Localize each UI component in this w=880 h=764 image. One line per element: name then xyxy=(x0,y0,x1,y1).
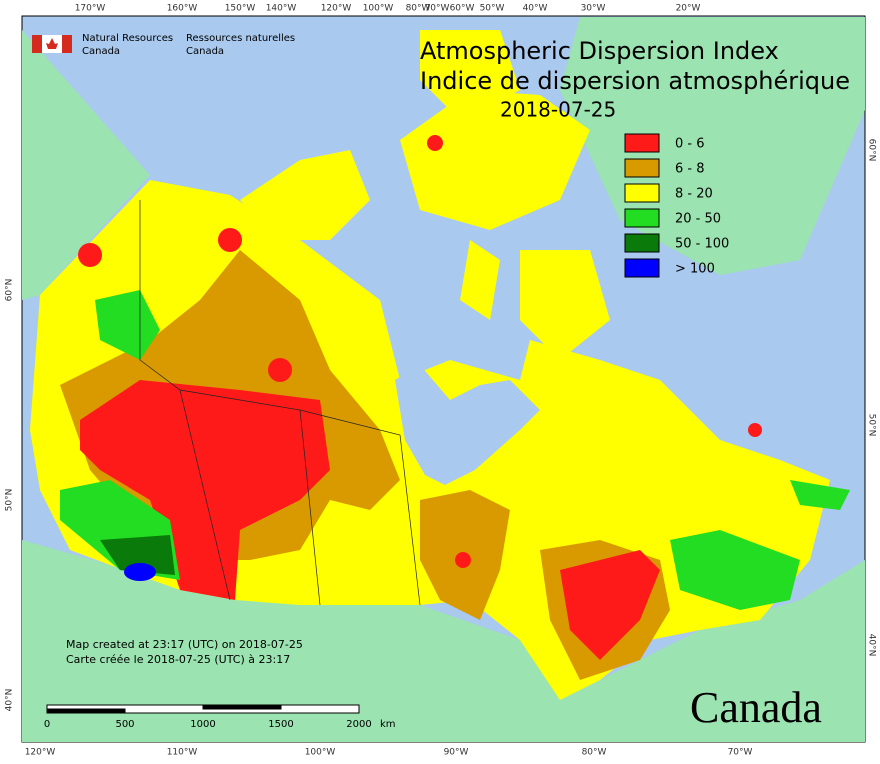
lon-label: 80°W xyxy=(582,748,607,758)
lon-label: 100°W xyxy=(363,4,394,14)
created-fr: Carte créée le 2018-07-25 (UTC) à 23:17 xyxy=(66,653,290,666)
legend-swatch xyxy=(624,133,660,153)
lon-label: 120°W xyxy=(25,748,56,758)
legend-label: 50 - 100 xyxy=(675,237,729,252)
lon-label: 150°W xyxy=(225,4,256,14)
lon-label: 60°W xyxy=(450,4,475,14)
scale-label: 1500 xyxy=(268,719,293,730)
lon-label: 30°W xyxy=(581,4,606,14)
created-en: Map created at 23:17 (UTC) on 2018-07-25 xyxy=(66,638,303,651)
scale-label: 500 xyxy=(115,719,134,730)
legend-label: 20 - 50 xyxy=(675,212,721,227)
lon-label: 20°W xyxy=(676,4,701,14)
legend-label: 6 - 8 xyxy=(675,162,705,177)
lon-label: 160°W xyxy=(167,4,198,14)
scale-unit: km xyxy=(380,719,396,730)
agency-fr: Canada xyxy=(186,46,224,57)
lon-label: 140°W xyxy=(266,4,297,14)
scale-label: 2000 xyxy=(346,719,371,730)
lon-label: 120°W xyxy=(321,4,352,14)
agency-en: Canada xyxy=(82,46,120,57)
agency-fr: Ressources naturelles xyxy=(186,33,295,44)
title-en: Atmospheric Dispersion Index xyxy=(420,37,779,65)
legend-swatch xyxy=(624,208,660,228)
lon-label: 40°W xyxy=(523,4,548,14)
logo-flag xyxy=(32,35,72,53)
legend-label: 8 - 20 xyxy=(675,187,713,202)
lon-label: 90°W xyxy=(444,748,469,758)
lon-label: 110°W xyxy=(167,748,198,758)
legend-label: 0 - 6 xyxy=(675,137,705,152)
lon-label: 100°W xyxy=(305,748,336,758)
lon-label: 170°W xyxy=(75,4,106,14)
generated: 0 - 6 6 - 8 8 - 20 20 - 50 50 - 100 > 100 170°… xyxy=(5,4,877,758)
lat-label: 40°N xyxy=(5,689,15,712)
lon-label: 80°W xyxy=(406,4,431,14)
title-fr: Indice de dispersion atmosphérique xyxy=(420,67,850,95)
legend-swatch xyxy=(624,258,660,278)
lon-label: 70°W xyxy=(425,4,450,14)
date: 2018-07-25 xyxy=(500,98,616,122)
lon-label: 70°W xyxy=(728,748,753,758)
legend-swatch xyxy=(624,233,660,253)
legend-swatch xyxy=(624,158,660,178)
agency-en: Natural Resources xyxy=(82,33,173,44)
lat-label: 40°N xyxy=(867,634,877,657)
lat-label: 60°N xyxy=(5,279,15,302)
lat-label: 50°N xyxy=(5,489,15,512)
wordmark: Canada xyxy=(690,683,822,732)
lat-label: 60°N xyxy=(867,139,877,162)
scale-bar xyxy=(46,704,360,714)
lat-label: 50°N xyxy=(867,414,877,437)
lon-label: 50°W xyxy=(480,4,505,14)
borders xyxy=(139,200,421,606)
scale-label: 0 xyxy=(44,719,50,730)
legend-swatch xyxy=(624,183,660,203)
legend-label: > 100 xyxy=(675,262,715,277)
scale-label: 1000 xyxy=(190,719,215,730)
canada-index xyxy=(30,30,850,700)
